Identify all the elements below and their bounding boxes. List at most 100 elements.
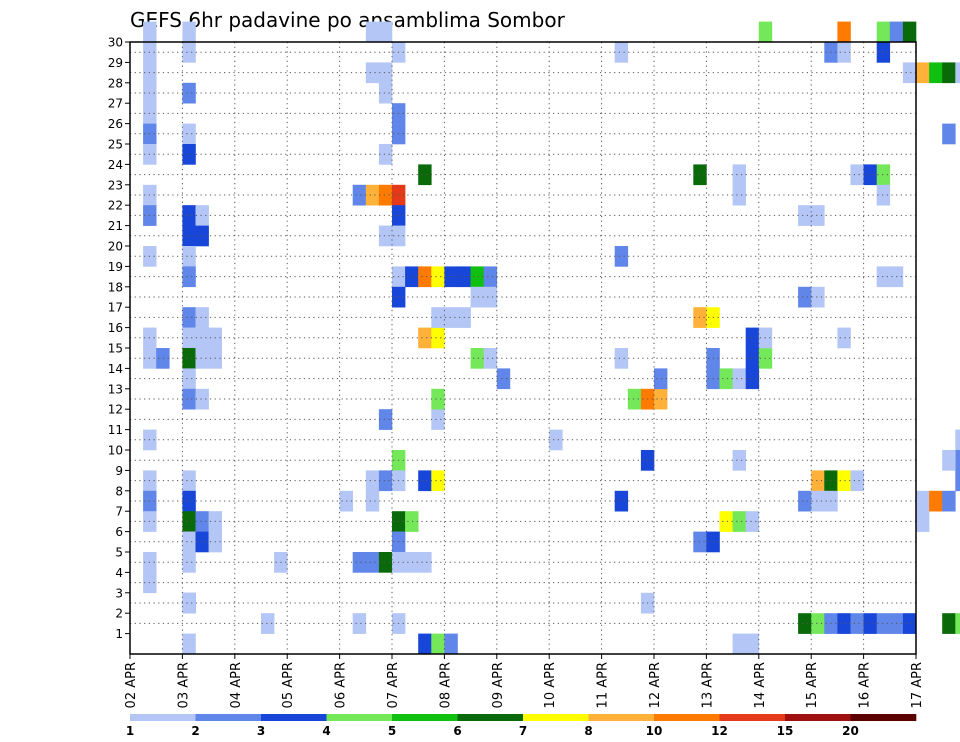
heatmap-cell <box>182 327 196 349</box>
colorbar-swatch <box>719 714 786 721</box>
heatmap-cell <box>719 368 733 390</box>
heatmap-cell <box>378 62 393 84</box>
colorbar: 1 2 3 4 5 6 7 8 10 12 15 20 <box>126 714 917 738</box>
heatmap-cell <box>876 21 891 43</box>
heatmap-cell <box>732 184 746 206</box>
heatmap-cell <box>693 307 707 328</box>
heatmap-cell <box>195 225 209 247</box>
heatmap-cell <box>378 82 393 104</box>
heatmap-cell <box>876 613 891 634</box>
heatmap-cell <box>378 470 393 492</box>
colorbar-swatch <box>195 714 262 721</box>
heatmap-cell <box>418 327 432 349</box>
heatmap-cell <box>365 21 380 43</box>
colorbar-swatch <box>785 714 851 721</box>
heatmap-cell <box>378 409 393 430</box>
colorbar-label: 12 <box>711 724 728 738</box>
heatmap-cell <box>719 511 733 532</box>
y-tick-label: 23 <box>108 178 123 192</box>
colorbar-swatch <box>850 714 917 721</box>
heatmap-cell <box>850 470 864 492</box>
grid-lines <box>130 42 916 654</box>
heatmap-cell <box>798 490 812 512</box>
heatmap-cell <box>182 511 196 532</box>
heatmap-cell <box>431 470 445 492</box>
heatmap-cell <box>405 266 419 288</box>
heatmap-cell <box>182 123 196 145</box>
y-tick-label: 14 <box>108 362 123 376</box>
y-tick-label: 1 <box>115 627 123 641</box>
x-tick-label: 06 APR <box>334 662 349 708</box>
y-tick-label: 3 <box>115 586 123 600</box>
heatmap-cell <box>182 633 196 655</box>
heatmap-cell <box>693 164 707 186</box>
colorbar-label: 20 <box>842 724 859 738</box>
heatmap-cell <box>955 450 960 471</box>
heatmap-cell <box>732 368 746 390</box>
heatmap-cell <box>182 552 196 573</box>
y-tick-label: 17 <box>108 301 123 315</box>
heatmap-cell <box>182 82 196 104</box>
heatmap-cell <box>850 613 864 634</box>
x-tick-label: 05 APR <box>281 662 296 708</box>
y-tick-label: 2 <box>115 607 123 621</box>
heatmap-cell <box>182 388 196 410</box>
heatmap-cell <box>863 613 877 634</box>
colorbar-swatch <box>130 714 196 721</box>
heatmap-cell <box>405 511 419 532</box>
heatmap-cell <box>418 266 432 288</box>
heatmap-cell <box>811 470 825 492</box>
colorbar-swatch <box>261 714 327 721</box>
heatmap-cell <box>955 62 960 84</box>
heatmap-cell <box>876 266 891 288</box>
heatmap-cell <box>195 388 209 410</box>
y-tick-label: 21 <box>108 219 123 233</box>
y-tick-label: 18 <box>108 280 123 294</box>
heatmap-cell <box>654 368 668 390</box>
heatmap-cell <box>876 184 891 206</box>
heatmap-cell <box>195 327 209 349</box>
heatmap-cell <box>365 552 380 573</box>
heatmap-cell <box>798 286 812 308</box>
colorbar-label: 5 <box>388 724 396 738</box>
heatmap-cell <box>418 470 432 492</box>
y-tick-label: 29 <box>108 56 123 70</box>
colorbar-label: 2 <box>191 724 199 738</box>
heatmap-cell <box>732 633 746 655</box>
heatmap-cell <box>352 184 367 206</box>
heatmap-cell <box>182 470 196 492</box>
y-tick-label: 27 <box>108 97 123 111</box>
heatmap-cell <box>732 511 746 532</box>
y-tick-label: 11 <box>108 423 123 437</box>
heatmap-cell <box>732 164 746 186</box>
colorbar-label: 6 <box>453 724 461 738</box>
heatmap-cell <box>483 348 498 369</box>
chart-title: GEFS 6hr padavine po ansamblima Sombor <box>130 8 566 32</box>
heatmap-cell <box>942 450 956 471</box>
x-tick-label: 03 APR <box>176 662 191 708</box>
heatmap-cell <box>614 348 629 369</box>
heatmap-cell <box>470 348 484 369</box>
heatmap-cell <box>483 286 498 308</box>
heatmap-cell <box>182 307 196 328</box>
x-axis-ticks: 02 APR 03 APR 04 APR 05 APR 06 APR 07 APR 08 A… <box>124 654 925 708</box>
y-tick-label: 15 <box>108 342 123 356</box>
y-tick-label: 22 <box>108 199 123 213</box>
y-tick-label: 9 <box>115 464 123 478</box>
heatmap-cell <box>418 552 432 573</box>
heatmap-cell <box>365 62 380 84</box>
heatmap-cell <box>929 62 943 84</box>
heatmap-cell <box>195 307 209 328</box>
heatmap-cell <box>431 633 445 655</box>
x-tick-label: 08 APR <box>438 662 453 708</box>
y-tick-label: 12 <box>108 403 123 417</box>
heatmap-cell <box>444 307 458 328</box>
heatmap-cell <box>627 388 642 410</box>
colorbar-swatch <box>326 714 393 721</box>
heatmap-cell <box>850 164 864 186</box>
y-tick-label: 10 <box>108 444 123 458</box>
heatmap-cell <box>431 388 445 410</box>
heatmap-cell <box>942 490 956 512</box>
heatmap-cell <box>182 21 196 43</box>
y-tick-label: 26 <box>108 117 123 131</box>
